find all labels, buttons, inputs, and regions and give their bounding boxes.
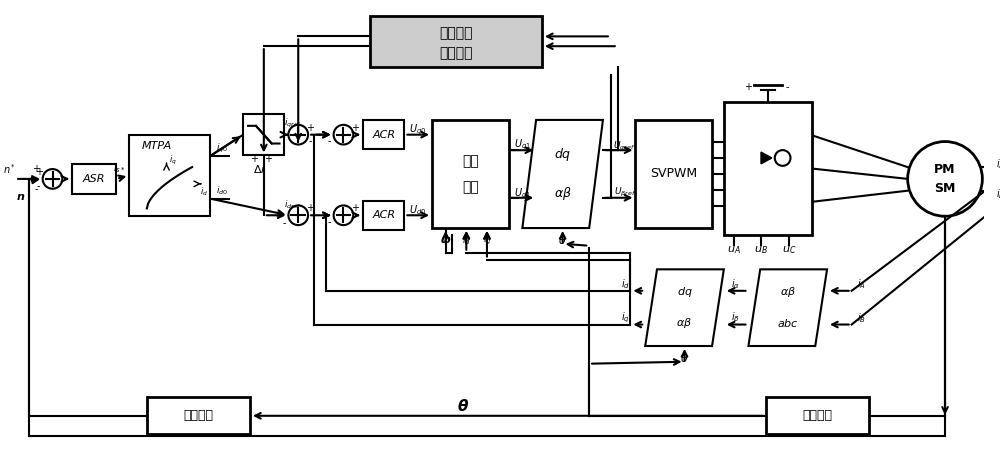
Text: $i_A$: $i_A$: [996, 157, 1000, 171]
Text: SM: SM: [934, 182, 956, 195]
Text: 前馈: 前馈: [462, 154, 479, 168]
Polygon shape: [748, 269, 827, 346]
Text: 电压反馈: 电压反馈: [439, 26, 473, 41]
Text: $\boldsymbol{\omega}$: $\boldsymbol{\omega}$: [440, 235, 451, 245]
Text: $abc$: $abc$: [777, 317, 799, 329]
Text: ACR: ACR: [372, 130, 395, 140]
Text: -: -: [786, 83, 789, 92]
Text: +: +: [250, 154, 258, 164]
Text: $i_B$: $i_B$: [857, 311, 866, 325]
Bar: [635, 120, 712, 228]
Text: +: +: [306, 123, 314, 133]
Text: 转速计算: 转速计算: [183, 409, 213, 422]
Bar: [432, 120, 509, 228]
Text: +: +: [264, 154, 272, 164]
Text: +: +: [306, 203, 314, 213]
Text: $n^*$: $n^*$: [3, 162, 16, 176]
Text: -: -: [328, 217, 331, 227]
Text: $U_{\beta ref}$: $U_{\beta ref}$: [614, 186, 636, 200]
Text: ACR: ACR: [372, 210, 395, 220]
Text: $i_d$: $i_d$: [200, 185, 208, 198]
Text: +: +: [32, 164, 40, 174]
Bar: [147, 397, 250, 434]
Bar: [766, 397, 869, 434]
Text: $i_\alpha$: $i_\alpha$: [731, 277, 740, 291]
Text: $i_A$: $i_A$: [857, 277, 866, 291]
Text: $u_A$: $u_A$: [727, 244, 741, 255]
Text: $U_{d1}$: $U_{d1}$: [514, 186, 531, 200]
Text: $i_{q0}$: $i_{q0}$: [216, 142, 228, 155]
Text: $i_\beta$: $i_\beta$: [731, 310, 740, 325]
Text: $i_{dref}$: $i_{dref}$: [284, 198, 302, 211]
Text: $i_q$: $i_q$: [483, 233, 491, 247]
Text: $i_{s*}$: $i_{s*}$: [113, 161, 126, 175]
Text: $U_{d0}$: $U_{d0}$: [409, 203, 427, 217]
Bar: [72, 164, 116, 194]
Text: $\Delta i$: $\Delta i$: [253, 163, 265, 175]
Text: $\boldsymbol{\theta}$: $\boldsymbol{\theta}$: [457, 398, 469, 414]
Text: ASR: ASR: [83, 174, 106, 184]
Text: $\alpha\beta$: $\alpha\beta$: [554, 185, 572, 202]
Text: $i_d$: $i_d$: [621, 277, 630, 291]
Text: +: +: [351, 203, 359, 213]
Bar: [129, 134, 210, 216]
Text: 位置检测: 位置检测: [803, 409, 833, 422]
Polygon shape: [761, 152, 772, 164]
Text: $i_d$: $i_d$: [462, 233, 471, 247]
Text: $\boldsymbol{n}$: $\boldsymbol{n}$: [16, 192, 26, 201]
Text: $U_{q1}$: $U_{q1}$: [514, 138, 531, 152]
Polygon shape: [522, 120, 603, 228]
Text: +: +: [35, 167, 43, 177]
Bar: [724, 102, 812, 235]
Text: -: -: [328, 137, 331, 146]
Text: SVPWM: SVPWM: [650, 168, 697, 181]
Text: -: -: [37, 181, 40, 191]
Text: $dq$: $dq$: [677, 286, 692, 299]
Text: $\theta$: $\theta$: [558, 234, 567, 246]
Text: $\alpha\beta$: $\alpha\beta$: [676, 316, 693, 330]
Text: $U_{q0}$: $U_{q0}$: [409, 122, 427, 137]
Bar: [363, 120, 404, 149]
Text: 弱磁控制: 弱磁控制: [439, 46, 473, 60]
Text: -: -: [308, 137, 312, 146]
Text: $\theta$: $\theta$: [680, 352, 689, 364]
Text: $i_q$: $i_q$: [169, 154, 177, 167]
Text: $dq$: $dq$: [554, 146, 571, 163]
Text: $i_B$: $i_B$: [996, 187, 1000, 201]
Text: $u_B$: $u_B$: [754, 244, 768, 255]
Text: $i_{d0}$: $i_{d0}$: [216, 184, 228, 197]
Bar: [363, 201, 404, 230]
Text: PM: PM: [934, 163, 956, 176]
Text: +: +: [351, 123, 359, 133]
Text: $i_q$: $i_q$: [621, 310, 630, 325]
Text: $i_{qref}$: $i_{qref}$: [284, 117, 302, 130]
Text: +: +: [744, 83, 752, 92]
Text: MTPA: MTPA: [142, 141, 172, 152]
Bar: [370, 16, 542, 67]
Text: -: -: [283, 218, 286, 228]
Polygon shape: [645, 269, 724, 346]
Bar: [243, 114, 284, 155]
Text: -: -: [34, 184, 38, 194]
Text: $U_{\alpha ref}$: $U_{\alpha ref}$: [613, 139, 636, 152]
Text: 解耦: 解耦: [462, 180, 479, 194]
Text: $u_C$: $u_C$: [782, 244, 796, 255]
Text: $\alpha\beta$: $\alpha\beta$: [780, 286, 796, 299]
